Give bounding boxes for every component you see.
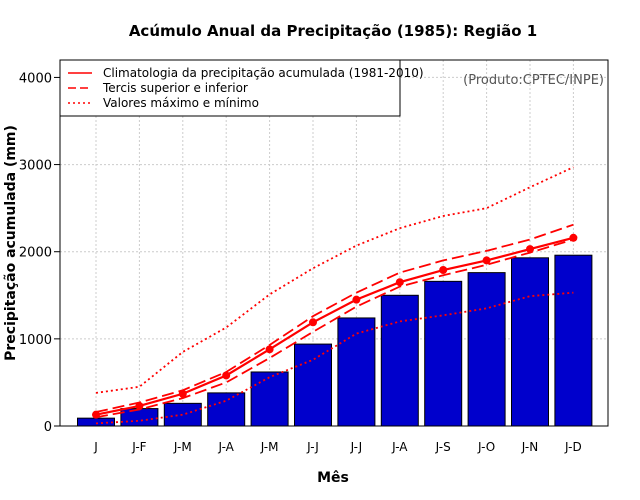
- legend-label-climatology: Climatologia da precipitação acumulada (…: [103, 66, 424, 80]
- y-axis: 0 1000 2000 3000 4000: [19, 71, 60, 435]
- x-tick-label: J-J: [306, 440, 319, 454]
- bar-11: [554, 254, 593, 427]
- bar-8: [424, 280, 463, 427]
- series-line-2: [95, 238, 574, 419]
- x-tick-label: J-D: [564, 440, 582, 454]
- y-tick-label: 3000: [19, 159, 52, 174]
- y-tick-label: 0: [44, 420, 52, 435]
- climatology-point-8: [439, 266, 448, 275]
- legend-label-extremes: Valores máximo e mínimo: [103, 96, 259, 110]
- y-tick-label: 1000: [19, 333, 52, 348]
- series-line-3: [95, 166, 574, 394]
- x-tick-label: J-F: [131, 440, 146, 454]
- bar-0: [77, 417, 115, 427]
- bar-3: [207, 392, 246, 427]
- bar-10: [511, 257, 549, 427]
- bar-1: [120, 408, 159, 427]
- credit-text: (Produto:CPTEC/INPE): [463, 73, 604, 88]
- series-line-1: [95, 223, 574, 413]
- climatology-point-4: [265, 345, 274, 354]
- x-tick-label: J-A: [391, 440, 408, 454]
- x-axis-title: Mês: [317, 470, 349, 486]
- x-tick-label: J-M: [173, 440, 192, 454]
- bars: [77, 254, 593, 427]
- climatology-point-1: [135, 401, 144, 410]
- bar-7: [380, 294, 419, 427]
- climatology-point-9: [482, 256, 491, 265]
- climatology-point-6: [352, 295, 361, 304]
- x-tick-label: J-A: [218, 440, 235, 454]
- bar-5: [294, 343, 332, 427]
- x-tick-label: J-O: [477, 440, 495, 454]
- bar-4: [250, 371, 289, 427]
- legend: Climatologia da precipitação acumulada (…: [59, 59, 424, 117]
- x-tick-label: J-M: [260, 440, 279, 454]
- x-tick-label: J-N: [521, 440, 538, 454]
- chart-title: Acúmulo Anual da Precipitação (1985): Re…: [129, 22, 537, 40]
- climatology-point-3: [222, 371, 231, 380]
- bar-9: [467, 272, 506, 427]
- x-axis-labels: J J-F J-M J-A J-M J-J J-J J-A J-S J-O J-N J-D: [93, 440, 582, 454]
- bar-2: [163, 402, 202, 427]
- y-axis-title: Precipitação acumulada (mm): [3, 125, 19, 361]
- bar-6: [337, 317, 376, 427]
- y-tick-label: 4000: [19, 71, 52, 86]
- y-tick-label: 2000: [19, 246, 52, 261]
- x-tick-label: J-J: [350, 440, 363, 454]
- x-tick-label: J: [93, 440, 98, 454]
- x-tick-label: J-S: [435, 440, 451, 454]
- climatology-point-7: [395, 278, 404, 287]
- legend-label-terciles: Tercis superior e inferior: [102, 81, 248, 95]
- series-lines: [92, 166, 578, 425]
- series-line-4: [95, 291, 574, 425]
- series-line-0: [95, 236, 574, 416]
- climatology-point-5: [309, 318, 317, 327]
- legend-box: [59, 59, 401, 117]
